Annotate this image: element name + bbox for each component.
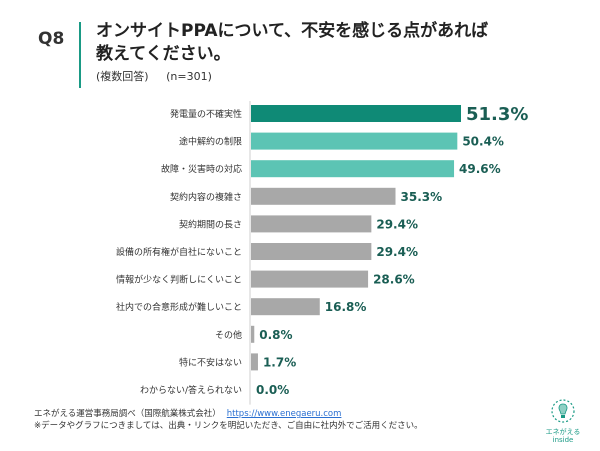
chart-title: オンサイトPPAについて、不安を感じる点があれば 教えてください。 <box>96 21 489 64</box>
source-line: エネがえる運営事務局調べ（国際航業株式会社） https://www.enegae… <box>34 408 423 420</box>
value-label: 51.3% <box>466 104 528 125</box>
value-label: 50.4% <box>462 135 504 149</box>
category-label: 契約内容の複雑さ <box>170 191 242 203</box>
category-label: わからない/答えられない <box>140 384 242 396</box>
question-number: Q8 <box>38 29 65 49</box>
value-label: 1.7% <box>263 355 296 369</box>
usage-notice: ※データやグラフにつきましては、出典・リンクを明記いただき、ご自由に社内外でご活… <box>34 421 423 431</box>
chart-subtitle: (複数回答) (n=301) <box>96 68 226 84</box>
bar <box>251 132 458 150</box>
bar <box>251 105 461 122</box>
value-label: 28.6% <box>373 273 415 287</box>
value-label: 0.8% <box>259 328 292 342</box>
category-label: 途中解約の制限 <box>179 136 242 148</box>
bar <box>251 325 255 343</box>
category-label: 故障・災害時の対応 <box>161 163 242 175</box>
bar <box>251 160 455 178</box>
lightbulb-icon <box>551 399 575 423</box>
bar <box>251 243 372 260</box>
sample-size: (n=301) <box>166 70 212 83</box>
category-label: 特に不安はない <box>179 356 242 368</box>
logo-text-sub: inside <box>552 436 574 444</box>
value-label: 49.6% <box>459 162 501 176</box>
logo-text-main: エネがえる <box>545 428 581 436</box>
category-label: 情報が少なく判断しにくいこと <box>116 274 242 286</box>
source-text: エネがえる運営事務局調べ（国際航業株式会社） <box>34 409 221 419</box>
bar <box>251 215 372 233</box>
source-link[interactable]: https://www.enegaeru.com <box>226 409 342 419</box>
value-label: 29.4% <box>376 217 418 231</box>
value-label: 0.0% <box>256 383 289 397</box>
category-label: 発電量の不確実性 <box>170 108 242 120</box>
bar <box>251 187 396 205</box>
category-label: 社内での合意形成が難しいこと <box>116 301 242 313</box>
category-label: 契約期間の長さ <box>179 218 242 230</box>
value-label: 29.4% <box>376 245 418 259</box>
value-label: 16.8% <box>325 300 367 314</box>
category-label: その他 <box>215 329 242 341</box>
value-label: 35.3% <box>401 190 443 204</box>
category-label: 設備の所有権が自社にないこと <box>116 246 242 258</box>
footer: エネがえる運営事務局調べ（国際航業株式会社） https://www.enegae… <box>34 408 423 432</box>
brand-logo: エネがえる inside <box>543 398 583 446</box>
title-divider <box>79 22 81 88</box>
answer-note: (複数回答) <box>96 70 149 83</box>
bar <box>251 270 369 288</box>
bar <box>251 298 320 316</box>
bar <box>251 353 258 371</box>
